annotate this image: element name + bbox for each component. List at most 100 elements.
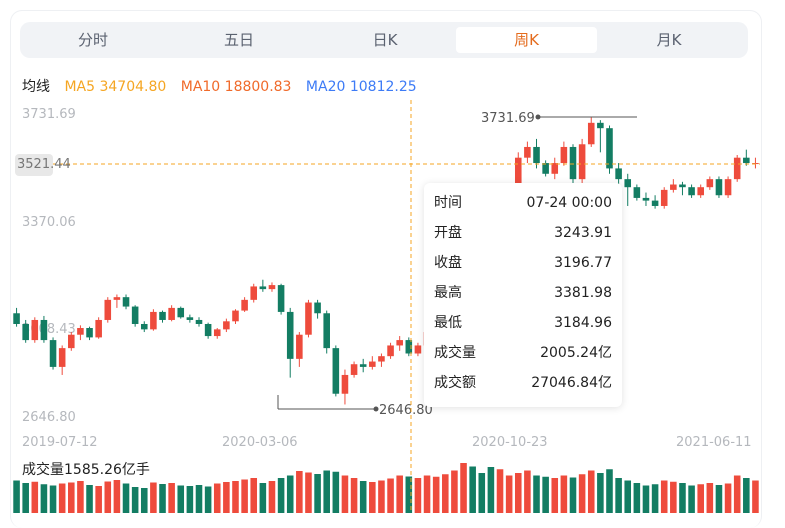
y-axis-label: 3731.69: [22, 107, 76, 122]
volume-bar: [679, 483, 686, 513]
tooltip-row-open: 开盘 3243.91: [434, 218, 612, 248]
volume-bar: [569, 477, 577, 513]
volume-bar: [724, 483, 732, 513]
volume-bar: [542, 476, 549, 513]
volume-bar: [505, 475, 513, 513]
volume-bar: [451, 470, 458, 513]
tab-intraday[interactable]: 分时: [77, 31, 108, 49]
candle-body: [615, 168, 622, 180]
candle-body: [277, 285, 285, 312]
volume-bar: [131, 487, 139, 513]
candle-body: [31, 319, 39, 341]
candle-body: [13, 313, 20, 324]
volume-bar: [177, 485, 185, 513]
volume-bar: [442, 474, 449, 513]
volume-bar: [213, 483, 221, 513]
period-tabs: 分时 五日 日K 周K 月K: [20, 22, 748, 58]
volume-bar: [597, 473, 604, 513]
ma5-value: MA5 34704.80: [64, 79, 167, 95]
volume-bar: [341, 475, 349, 513]
candle-body: [743, 157, 750, 164]
tooltip-row-time: 时间 07-24 00:00: [434, 188, 612, 218]
x-axis-label: 2020-10-23: [472, 435, 548, 450]
candle-body: [697, 187, 704, 196]
volume-bar: [387, 478, 394, 513]
tab-daily-k[interactable]: 日K: [372, 31, 398, 49]
volume-bar: [95, 486, 102, 513]
candle-body: [177, 307, 185, 318]
volume-bar: [624, 480, 632, 513]
candle-body: [323, 313, 330, 349]
y-axis-label: 3008.43: [22, 322, 76, 337]
volume-bar: [122, 483, 130, 513]
volume-bar: [104, 481, 112, 513]
volume-bar: [359, 481, 367, 513]
tooltip-value: 3184.96: [554, 315, 612, 331]
candle-body: [533, 146, 540, 164]
volume-bar: [405, 476, 413, 513]
volume-bar: [150, 482, 157, 513]
candle-body: [140, 323, 148, 330]
volume-bar: [296, 471, 303, 513]
volume-bar: [615, 478, 622, 513]
chart-card: [10, 10, 762, 528]
volume-bar: [651, 484, 659, 513]
volume-bar: [514, 473, 522, 513]
candle-body: [241, 299, 248, 311]
tooltip-value: 2005.24亿: [540, 345, 612, 361]
volume-bar: [396, 475, 403, 513]
volume-bar: [223, 482, 230, 513]
candle-body: [86, 328, 93, 338]
tooltip-key: 收盘: [434, 255, 462, 271]
candle-body: [223, 321, 230, 330]
candle-tooltip: 时间 07-24 00:00 开盘 3243.91 收盘 3196.77 最高 3381…: [424, 183, 622, 407]
tab-monthly-k[interactable]: 月K: [656, 31, 682, 49]
volume-bar: [259, 483, 267, 513]
tab-five-day[interactable]: 五日: [223, 31, 254, 49]
volume-bar: [49, 485, 57, 513]
volume-bar: [642, 485, 650, 513]
volume-bar: [140, 488, 148, 513]
candle-body: [195, 319, 203, 324]
candle-body: [560, 146, 568, 164]
candle-body: [542, 163, 549, 174]
candle-body: [633, 187, 641, 198]
candle-body: [651, 200, 659, 206]
candle-body: [250, 286, 258, 300]
candle-body: [332, 348, 340, 394]
candle-body: [232, 310, 239, 322]
max-annotation-label: 3731.69: [481, 111, 535, 126]
candle-body: [551, 163, 559, 174]
candle-body: [378, 356, 385, 362]
x-axis-label: 2020-03-06: [222, 435, 298, 450]
x-axis-label: 2019-07-12: [22, 435, 98, 450]
y-axis-label: 2646.80: [22, 410, 76, 425]
candle-body: [642, 197, 650, 201]
volume-bar: [752, 480, 759, 513]
volume-bar: [22, 483, 29, 513]
tooltip-value: 3381.98: [554, 285, 612, 301]
candle-body: [679, 184, 686, 188]
volume-bar: [286, 475, 294, 513]
tab-weekly-k[interactable]: 周K: [456, 27, 597, 53]
tooltip-value: 07-24 00:00: [526, 195, 612, 211]
volume-bar: [715, 485, 723, 513]
moving-average-legend: 均线 MA5 34704.80 MA10 18800.83 MA20 10812…: [22, 76, 427, 96]
volume-bar: [58, 483, 66, 513]
ma10-value: MA10 18800.83: [180, 79, 292, 95]
volume-bar: [606, 469, 613, 513]
candle-body: [186, 317, 194, 320]
volume-bar: [743, 478, 750, 513]
volume-bar: [496, 469, 504, 513]
candle-body: [396, 340, 403, 346]
candle-body: [259, 286, 267, 290]
candle-body: [733, 157, 741, 180]
volume-bar: [332, 471, 340, 513]
min-annotation-dot: [373, 406, 379, 412]
tooltip-row-volume: 成交量 2005.24亿: [434, 338, 612, 368]
volume-bar: [113, 480, 121, 513]
candle-body: [670, 184, 677, 190]
volume-bar: [633, 483, 641, 513]
volume-bar: [268, 481, 276, 513]
